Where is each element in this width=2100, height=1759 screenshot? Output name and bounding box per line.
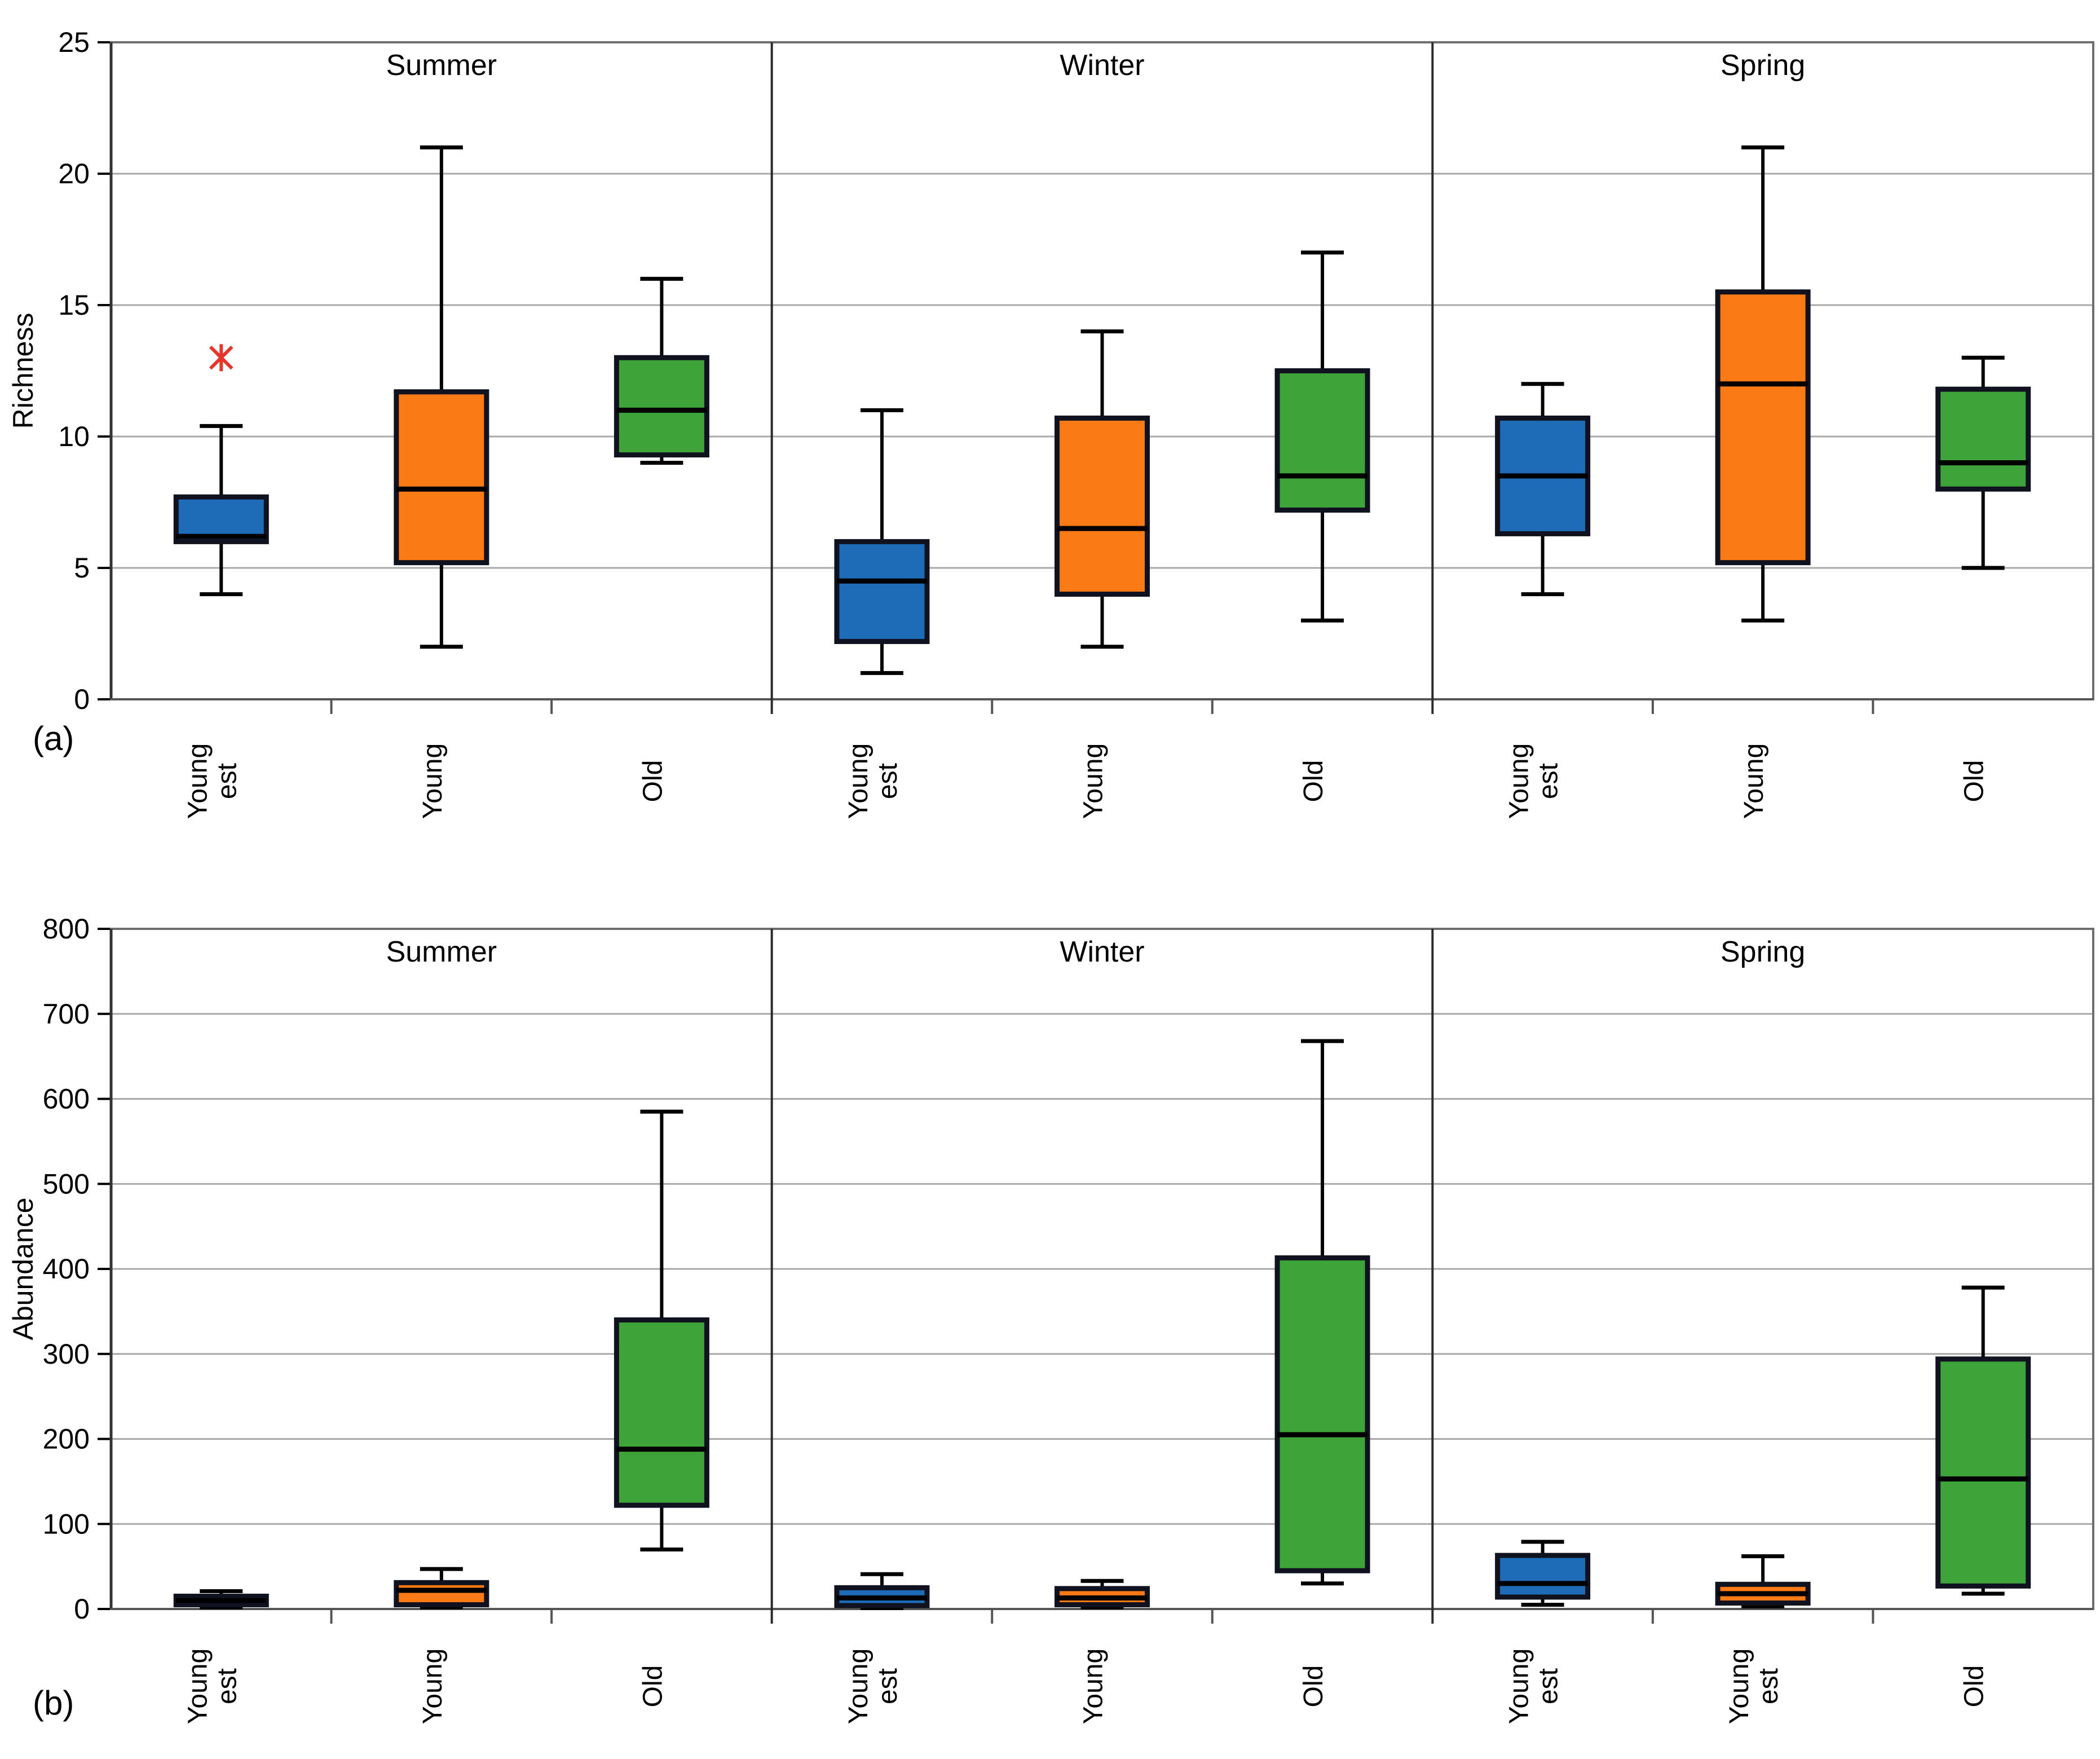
y-tick-label: 200: [43, 1423, 90, 1455]
box-young: [1055, 415, 1150, 597]
season-title: Winter: [1060, 936, 1144, 968]
season-title: Spring: [1720, 936, 1805, 968]
y-tick-label: 700: [43, 998, 90, 1030]
category-label: Youngest: [1724, 1648, 1784, 1724]
season-title: Winter: [1060, 49, 1144, 82]
box-old: [614, 355, 709, 458]
box-young: [394, 389, 489, 566]
y-tick-label: 5: [74, 552, 90, 584]
category-label: Youngest: [844, 1648, 903, 1724]
category-label: Youngest: [183, 1648, 242, 1724]
y-tick-label: 100: [43, 1508, 90, 1540]
y-tick-label: 0: [74, 1593, 90, 1625]
y-axis-title: Abundance: [7, 1197, 39, 1340]
category-label: Youngest: [183, 743, 242, 819]
box-youngest: [1495, 1553, 1591, 1600]
category-label: Youngest: [1505, 1648, 1564, 1724]
y-tick-label: 400: [43, 1253, 90, 1285]
box-old: [1274, 1255, 1370, 1573]
y-tick-label: 15: [58, 289, 90, 321]
season-title: Summer: [386, 936, 497, 968]
box-young: [394, 1580, 489, 1607]
box-old: [1274, 368, 1370, 513]
y-axis-title: Richness: [7, 313, 39, 429]
category-label: Young: [418, 1648, 448, 1724]
y-tick-label: 20: [58, 158, 90, 189]
category-label: Young: [418, 743, 448, 819]
box-old: [614, 1317, 709, 1508]
y-tick-label: 25: [58, 27, 90, 58]
y-tick-label: 10: [58, 421, 90, 452]
box-youngest: [834, 539, 930, 644]
category-label: Young: [1739, 743, 1769, 819]
category-label: Old: [638, 760, 668, 803]
category-label: Young: [1079, 743, 1109, 819]
category-label: Old: [638, 1665, 668, 1708]
y-tick-label: 800: [43, 913, 90, 945]
season-title: Summer: [386, 49, 497, 82]
box-old: [1935, 386, 2031, 492]
panel-letter: (a): [33, 720, 74, 757]
y-tick-label: 500: [43, 1168, 90, 1200]
category-label: Old: [1299, 760, 1329, 803]
panel-letter: (b): [33, 1684, 74, 1722]
season-title: Spring: [1720, 49, 1805, 82]
y-tick-label: 0: [74, 684, 90, 715]
category-label: Old: [1960, 1665, 1989, 1708]
category-label: Old: [1299, 1665, 1329, 1708]
category-label: Youngest: [1505, 743, 1564, 819]
y-tick-label: 600: [43, 1083, 90, 1115]
box-young: [1715, 289, 1811, 566]
category-label: Young: [1079, 1648, 1109, 1724]
y-tick-label: 300: [43, 1338, 90, 1370]
category-label: Youngest: [844, 743, 903, 819]
category-label: Old: [1960, 760, 1989, 803]
outlier-asterisk: [209, 345, 233, 370]
box-old: [1935, 1356, 2031, 1589]
